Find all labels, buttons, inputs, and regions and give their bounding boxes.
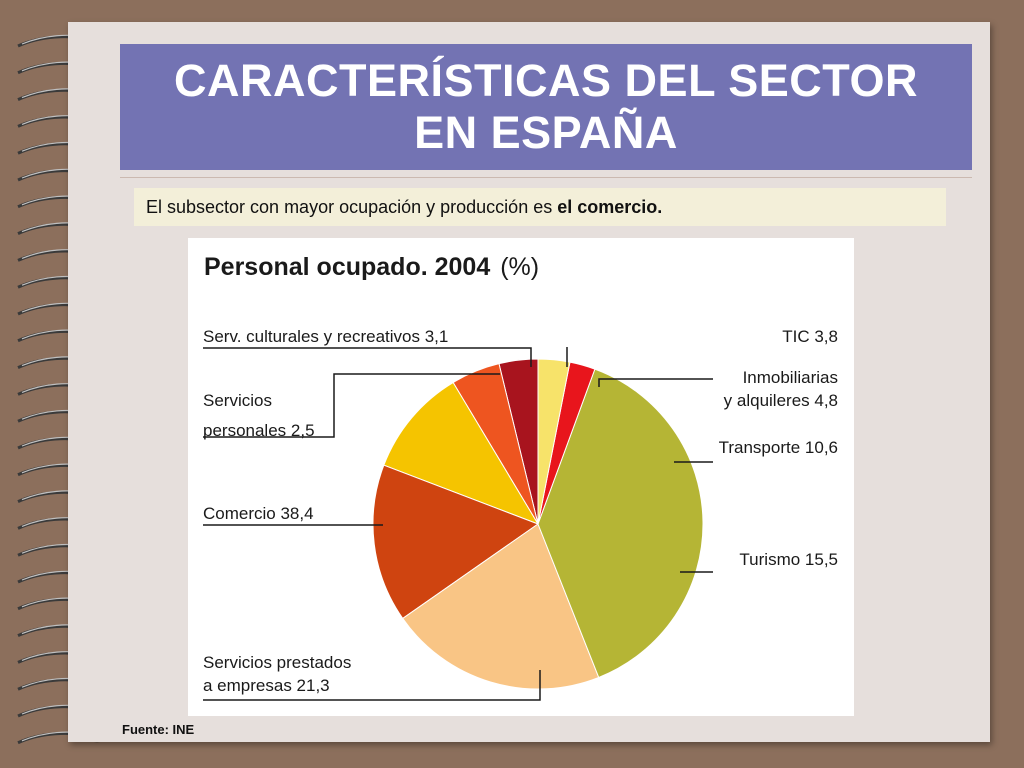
- page-title: CARACTERÍSTICAS DEL SECTOR EN ESPAÑA: [174, 55, 918, 159]
- slice-label: Inmobiliarias: [743, 368, 838, 387]
- chart-title-main: Personal ocupado. 2004: [204, 253, 490, 281]
- slice-label: TIC 3,8: [782, 327, 838, 346]
- chart-title: Personal ocupado. 2004 (%): [204, 253, 539, 281]
- slice-labels: TIC 3,8 Inmobiliarias y alquileres 4,8 Tran…: [203, 327, 838, 695]
- subtitle-highlight: el comercio.: [557, 196, 663, 217]
- slice-label: Transporte 10,6: [719, 438, 838, 457]
- label-leader-line: [203, 347, 532, 367]
- title-line-1: CARACTERÍSTICAS DEL SECTOR: [174, 55, 918, 106]
- chart-title-unit: (%): [500, 253, 539, 281]
- title-line-2: EN ESPAÑA: [414, 107, 678, 158]
- pie-slice: [383, 381, 540, 525]
- slice-label: Servicios prestados: [203, 653, 351, 672]
- label-leader-line: [203, 670, 541, 701]
- slice-label: Serv. culturales y recreativos 3,1: [203, 327, 448, 346]
- slice-label: personales 2,5: [203, 421, 315, 440]
- label-leader-line: [203, 373, 500, 438]
- title-divider: [120, 177, 972, 178]
- slice-label: Turismo 15,5: [739, 550, 838, 569]
- label-leaders: [203, 347, 713, 701]
- pie-slice: [402, 523, 600, 690]
- pie-slice: [537, 358, 571, 525]
- subtitle-bar: El subsector con mayor ocupación y produ…: [134, 188, 946, 226]
- pie-slice: [372, 464, 540, 620]
- slice-label: y alquileres 4,8: [724, 391, 838, 410]
- chart-panel: Personal ocupado. 2004 (%) TIC 3,8 Inmobil…: [188, 238, 854, 716]
- title-bar: CARACTERÍSTICAS DEL SECTOR EN ESPAÑA: [120, 44, 972, 170]
- pie-slices: [372, 358, 704, 690]
- label-leader-line: [598, 378, 713, 387]
- subtitle-prefix: El subsector con mayor ocupación y produ…: [146, 196, 558, 217]
- subtitle-text: El subsector con mayor ocupación y produ…: [146, 197, 662, 218]
- pie-chart: Personal ocupado. 2004 (%) TIC 3,8 Inmobil…: [203, 253, 838, 701]
- source-note: Fuente: INE: [122, 722, 195, 737]
- slice-label: a empresas 21,3: [203, 676, 330, 695]
- slice-label: Comercio 38,4: [203, 504, 314, 523]
- pie-slice: [537, 368, 704, 679]
- slice-label: Servicios: [203, 391, 272, 410]
